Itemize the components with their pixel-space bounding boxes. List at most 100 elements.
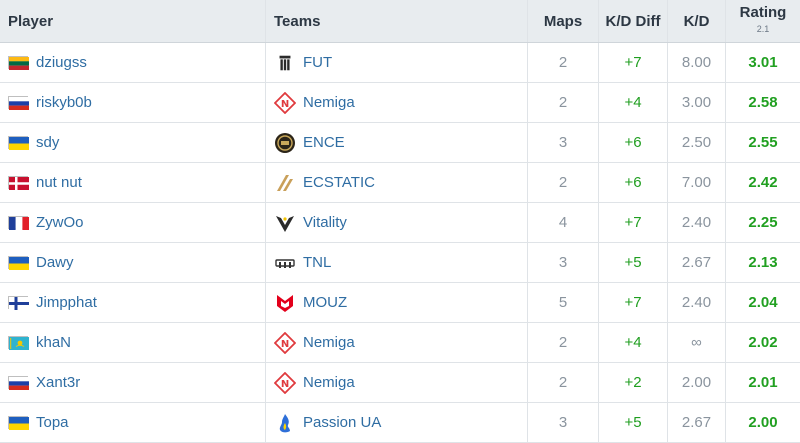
header-teams[interactable]: Teams — [266, 0, 528, 42]
svg-text:N: N — [281, 379, 289, 390]
maps-value: 2 — [558, 174, 568, 191]
team-cell[interactable]: FUT — [266, 43, 528, 82]
player-cell[interactable]: Topa — [0, 403, 266, 442]
team-cell[interactable]: N Nemiga — [266, 83, 528, 122]
player-name-link[interactable]: ZywOo — [36, 214, 84, 231]
passion-ua-logo-icon — [274, 412, 296, 434]
player-name-link[interactable]: khaN — [36, 334, 72, 351]
player-name-link[interactable]: nut nut — [36, 174, 82, 191]
maps-value: 2 — [558, 94, 568, 111]
rating-value: 3.01 — [748, 54, 778, 71]
maps-cell: 4 — [528, 203, 599, 242]
kd-diff-cell: +7 — [599, 203, 668, 242]
team-name-link[interactable]: FUT — [303, 54, 333, 71]
kd-cell: 2.67 — [668, 243, 726, 282]
player-cell[interactable]: Xant3r — [0, 363, 266, 402]
rating-cell: 2.42 — [726, 163, 800, 202]
kd-cell: 2.40 — [668, 203, 726, 242]
kd-value: 7.00 — [681, 174, 712, 191]
team-cell[interactable]: ECSTATIC — [266, 163, 528, 202]
kd-diff-cell: +5 — [599, 403, 668, 442]
kd-diff-cell: +4 — [599, 323, 668, 362]
rating-cell: 2.55 — [726, 123, 800, 162]
header-rating-label: Rating — [739, 4, 787, 21]
player-name-link[interactable]: Dawy — [36, 254, 74, 271]
kd-cell: 8.00 — [668, 43, 726, 82]
header-rating[interactable]: Rating 2.1 — [726, 0, 800, 42]
team-cell[interactable]: ENCE — [266, 123, 528, 162]
team-cell[interactable]: Passion UA — [266, 403, 528, 442]
rating-value: 2.13 — [748, 254, 778, 271]
player-cell[interactable]: riskyb0b — [0, 83, 266, 122]
kd-diff-cell: +7 — [599, 43, 668, 82]
kd-cell: 2.00 — [668, 363, 726, 402]
kd-diff-cell: +4 — [599, 83, 668, 122]
player-name-link[interactable]: dziugss — [36, 54, 87, 71]
player-cell[interactable]: dziugss — [0, 43, 266, 82]
maps-cell: 3 — [528, 243, 599, 282]
maps-cell: 3 — [528, 123, 599, 162]
maps-cell: 2 — [528, 83, 599, 122]
nemiga-logo-icon: N — [274, 331, 296, 354]
table-row: sdy ENCE 3 +6 2.50 2.55 — [0, 123, 800, 163]
header-player[interactable]: Player — [0, 0, 266, 42]
kd-diff-value: +5 — [624, 414, 642, 431]
team-cell[interactable]: N Nemiga — [266, 363, 528, 402]
rating-cell: 2.04 — [726, 283, 800, 322]
kd-cell: 2.40 — [668, 283, 726, 322]
rating-value: 2.02 — [748, 334, 778, 351]
player-name-link[interactable]: riskyb0b — [36, 94, 92, 111]
kd-value: ∞ — [691, 334, 702, 351]
team-name-link[interactable]: ENCE — [303, 134, 345, 151]
header-maps[interactable]: Maps — [528, 0, 599, 42]
player-name-link[interactable]: sdy — [36, 134, 60, 151]
team-name-link[interactable]: Nemiga — [303, 374, 355, 391]
player-name-link[interactable]: Topa — [36, 414, 69, 431]
team-name-link[interactable]: TNL — [303, 254, 332, 271]
rating-value: 2.01 — [748, 374, 778, 391]
player-cell[interactable]: khaN — [0, 323, 266, 362]
rating-cell: 2.01 — [726, 363, 800, 402]
kd-diff-cell: +2 — [599, 363, 668, 402]
kd-value: 3.00 — [681, 94, 712, 111]
rating-cell: 2.58 — [726, 83, 800, 122]
maps-cell: 2 — [528, 323, 599, 362]
kd-value: 2.50 — [681, 134, 712, 151]
team-name-link[interactable]: ECSTATIC — [303, 174, 375, 191]
table-row: Dawy TNL 3 +5 2.67 2.13 — [0, 243, 800, 283]
team-cell[interactable]: Vitality — [266, 203, 528, 242]
rating-value: 2.04 — [748, 294, 778, 311]
maps-value: 3 — [558, 134, 568, 151]
team-cell[interactable]: TNL — [266, 243, 528, 282]
table-body: dziugss FUT 2 +7 8.00 3.01 riskyb0b N Ne… — [0, 43, 800, 443]
team-name-link[interactable]: Nemiga — [303, 94, 355, 111]
team-name-link[interactable]: Vitality — [303, 214, 347, 231]
rating-value: 2.25 — [748, 214, 778, 231]
ukraine-flag — [8, 416, 29, 430]
kd-value: 2.67 — [681, 254, 712, 271]
player-cell[interactable]: ZywOo — [0, 203, 266, 242]
header-kd[interactable]: K/D — [668, 0, 726, 42]
kd-value: 8.00 — [681, 54, 712, 71]
header-kd-diff[interactable]: K/D Diff — [599, 0, 668, 42]
maps-value: 5 — [558, 294, 568, 311]
player-cell[interactable]: nut nut — [0, 163, 266, 202]
kazakhstan-flag — [8, 336, 29, 350]
kd-diff-value: +4 — [624, 334, 642, 351]
player-name-link[interactable]: Xant3r — [36, 374, 81, 391]
player-cell[interactable]: sdy — [0, 123, 266, 162]
kd-cell: 3.00 — [668, 83, 726, 122]
player-cell[interactable]: Jimpphat — [0, 283, 266, 322]
fut-logo-icon — [274, 52, 296, 74]
player-cell[interactable]: Dawy — [0, 243, 266, 282]
team-name-link[interactable]: Passion UA — [303, 414, 382, 431]
table-row: nut nut ECSTATIC 2 +6 7.00 2.42 — [0, 163, 800, 203]
player-name-link[interactable]: Jimpphat — [36, 294, 97, 311]
team-cell[interactable]: MOUZ — [266, 283, 528, 322]
team-cell[interactable]: N Nemiga — [266, 323, 528, 362]
team-name-link[interactable]: MOUZ — [303, 294, 348, 311]
team-name-link[interactable]: Nemiga — [303, 334, 355, 351]
tnl-logo-icon — [274, 252, 296, 274]
kd-value: 2.40 — [681, 294, 712, 311]
